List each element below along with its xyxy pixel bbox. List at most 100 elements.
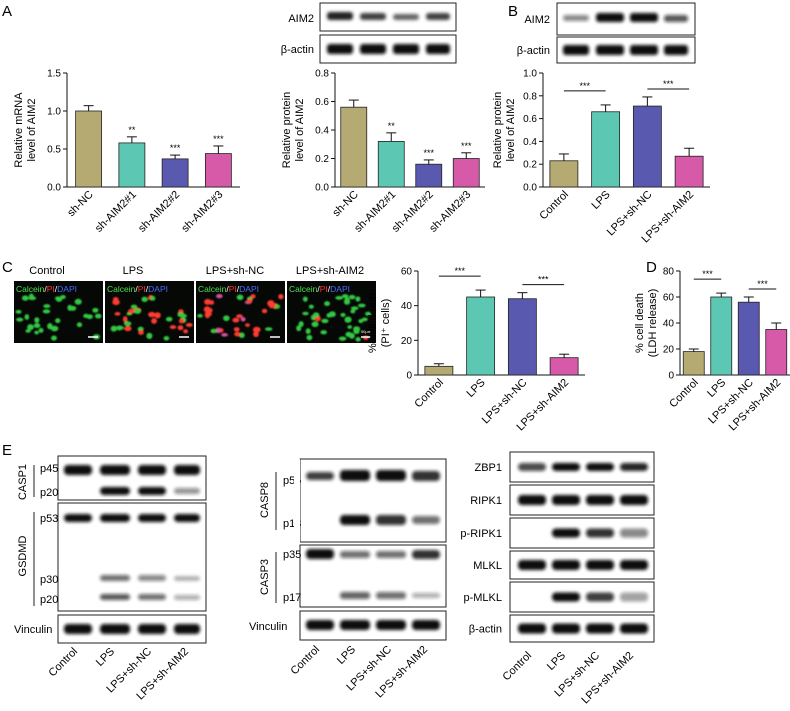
cell-3-33 [358, 319, 364, 324]
x-tick-label-protein_b-0: Control [537, 189, 571, 223]
cell-1-6 [141, 296, 148, 303]
cell-2-29 [236, 294, 244, 301]
cell-3-39 [324, 301, 331, 307]
cell-1-31 [133, 308, 142, 314]
stain-label-3: Calcein/PI/DAPI [198, 284, 259, 294]
cell-2-7 [207, 307, 213, 313]
cell-1-3 [146, 332, 153, 340]
bar-ldh-0 [682, 351, 705, 376]
blot-label-bactin-a: β-actin [281, 44, 314, 56]
bracket-label-ldh-1: *** [757, 279, 768, 289]
cell-3-23 [350, 309, 356, 314]
chart-pi: 0 20 40 60 % cell death (PI⁺ cells) Control LPS… [367, 266, 585, 433]
cell-3-29 [328, 311, 336, 318]
label-p30: p30 [40, 574, 58, 586]
cell-2-33 [261, 308, 268, 314]
cell-1-12 [124, 325, 132, 332]
cell-0-3 [33, 323, 41, 329]
label-zbp1: ZBP1 [474, 462, 502, 474]
micro-header-lps: LPS [123, 265, 144, 277]
y-label-mrna-0: Relative mRNA [13, 92, 25, 168]
y-label-ldh-0: % cell death [634, 293, 646, 353]
blot-e-vinculin-1: Vinculin [14, 614, 207, 644]
cell-0-29 [67, 304, 73, 311]
cell-0-12 [92, 307, 99, 313]
cell-2-25 [204, 298, 212, 305]
cell-0-16 [60, 294, 66, 300]
cell-2-28 [246, 299, 253, 304]
cell-3-38 [320, 330, 327, 335]
svg-text:Calcein/PI/DAPI: Calcein/PI/DAPI [198, 284, 259, 294]
e-xlabel-0-0: Control [47, 646, 81, 680]
cell-1-9 [185, 322, 193, 328]
cell-0-11 [21, 295, 29, 301]
blot-b-aim2: AIM2 [524, 2, 696, 36]
blot-a-bactin: β-actin [281, 34, 457, 64]
blot-e-casp3: p35 p17 CASP3 [259, 544, 447, 608]
bar-pi-2 [507, 298, 537, 376]
cell-3-31 [338, 336, 347, 341]
cell-3-27 [355, 296, 361, 302]
cell-1-13 [138, 330, 144, 335]
cell-2-21 [210, 328, 218, 334]
cell-3-8 [302, 296, 308, 302]
label-casp1: CASP1 [17, 464, 29, 500]
blot-e-vinculin-2: Vinculin [249, 610, 447, 641]
scale-bar-label: 50μm [361, 329, 372, 334]
sig-mrna-2: *** [170, 143, 181, 153]
cell-1-7 [137, 326, 144, 332]
bracket-label-ldh-0: *** [702, 269, 713, 279]
svg-text:Calcein/PI/DAPI: Calcein/PI/DAPI [16, 284, 77, 294]
blot-label-aim2-a: AIM2 [288, 13, 314, 25]
panel-letter-a: A [2, 3, 12, 20]
cell-2-20 [253, 331, 259, 338]
cell-2-27 [278, 294, 284, 300]
cell-2-13 [234, 331, 241, 337]
micro-header-lps-shnc: LPS+sh-NC [206, 265, 264, 277]
cell-0-28 [50, 325, 59, 332]
y-tick-label-ldh-0: 0 [668, 371, 674, 382]
blot-e-pmlkl: p-MLKL [463, 581, 655, 613]
y-tick-label-pi-0: 0 [406, 371, 412, 382]
cell-3-32 [348, 294, 356, 300]
bar-pi-0 [424, 365, 454, 376]
cell-1-14 [178, 318, 184, 324]
label-mlkl: MLKL [473, 560, 502, 572]
cell-3-20 [296, 325, 302, 332]
sig-protein_a-1: ** [388, 121, 396, 131]
blot-e-casp1: p45 p20 CASP1 [17, 455, 207, 501]
x-tick-label-ldh-0: Control [667, 377, 701, 411]
cell-0-27 [24, 314, 30, 320]
micro-header-lps-shaim2: LPS+sh-AIM2 [296, 265, 364, 277]
bar-mrna-3 [204, 153, 232, 188]
cell-3-24 [302, 311, 309, 316]
cell-1-28 [112, 299, 120, 306]
bar-pi-1 [466, 296, 496, 376]
cell-1-17 [114, 311, 121, 316]
cell-0-18 [15, 309, 22, 314]
svg-text:Calcein/PI/DAPI: Calcein/PI/DAPI [107, 284, 168, 294]
y-label-pi-0: % cell death [367, 293, 379, 353]
cell-0-7 [34, 317, 40, 323]
panel-letter-c: C [2, 259, 13, 276]
bar-protein_a-0 [340, 106, 368, 188]
e-xlabel-2-1: LPS [545, 650, 568, 673]
e-xlabel-0-1: LPS [94, 646, 117, 669]
y-tick-label-mrna-2: 1.0 [47, 107, 61, 118]
label-bactin: β-actin [469, 624, 502, 636]
bar-protein_b-0 [549, 160, 579, 188]
cell-0-14 [74, 298, 82, 305]
svg-text:Calcein/PI/DAPI: Calcein/PI/DAPI [289, 284, 350, 294]
cell-1-16 [110, 325, 118, 332]
cell-3-25 [306, 334, 313, 341]
cell-3-37 [344, 316, 352, 323]
blot-label-bactin-b: β-actin [517, 45, 550, 57]
y-label-mrna-1: level of AIM2 [26, 99, 38, 162]
blot-e-pripk1: p-RIPK1 [460, 517, 655, 549]
chart-ldh: 0 20 40 60 80 % cell death (LDH release) Contro… [634, 267, 790, 433]
panel-letter-e: E [2, 442, 12, 459]
bracket-label-protein_b-1: *** [663, 79, 674, 89]
bar-mrna-0 [75, 110, 103, 188]
cell-1-19 [128, 308, 136, 314]
blot-e-zbp1: ZBP1 [474, 451, 655, 483]
